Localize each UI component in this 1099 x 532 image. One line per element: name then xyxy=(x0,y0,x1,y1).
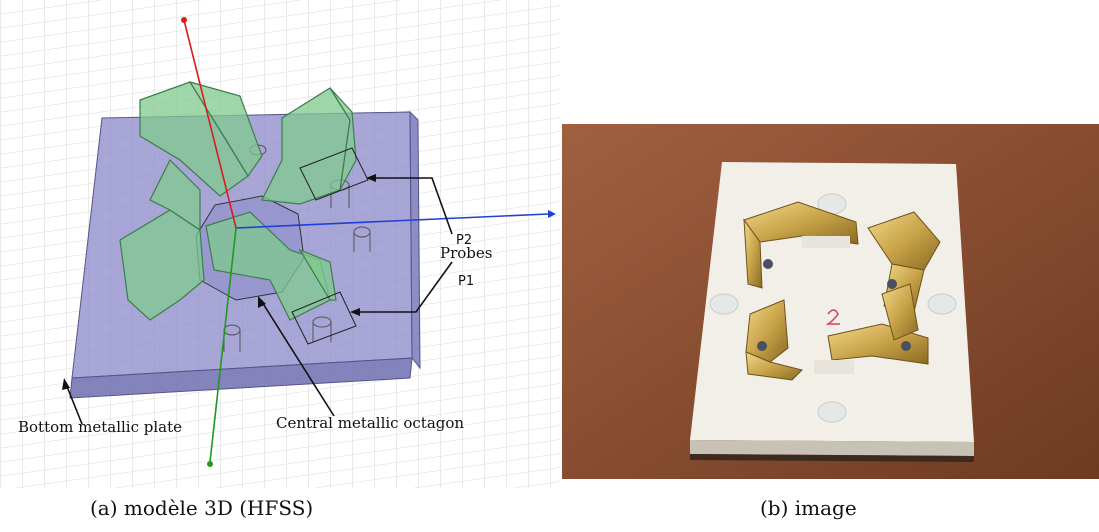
prototype-photo-panel xyxy=(562,124,1099,479)
gold-waveguide-brackets xyxy=(743,201,941,381)
label-p2: P2 xyxy=(456,233,472,248)
y-axis-line xyxy=(209,227,237,463)
probe-p1-outline xyxy=(291,291,357,345)
hfss-model-panel: P2 Probes P1 Bottom metallic plate Centr… xyxy=(0,0,560,488)
annotation-arrows xyxy=(65,177,453,425)
hfss-model-drawing: P2 Probes P1 Bottom metallic plate Centr… xyxy=(0,0,560,488)
handwritten-mark xyxy=(825,309,840,325)
label-p1: P1 xyxy=(458,274,474,289)
label-central-octagon: Central metallic octagon xyxy=(276,414,464,432)
bracket-screws xyxy=(757,259,911,351)
caption-b: (b) image xyxy=(760,496,857,520)
caption-a: (a) modèle 3D (HFSS) xyxy=(90,496,314,520)
x-axis-line xyxy=(235,213,549,229)
prototype-photo xyxy=(562,124,1099,479)
z-axis-line xyxy=(183,19,237,229)
plate-posts xyxy=(709,193,957,423)
label-probes: Probes xyxy=(440,244,492,262)
bracket-faces xyxy=(802,236,854,374)
label-bottom-plate: Bottom metallic plate xyxy=(18,418,182,436)
probe-p2-outline xyxy=(299,147,369,201)
